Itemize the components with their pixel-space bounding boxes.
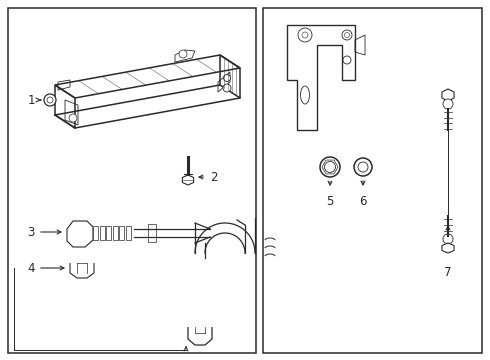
Polygon shape (182, 175, 194, 185)
Circle shape (324, 162, 336, 172)
Circle shape (47, 97, 53, 103)
Circle shape (69, 114, 77, 122)
Text: 5: 5 (326, 195, 334, 208)
Circle shape (44, 94, 56, 106)
Bar (93, 226, 98, 240)
Bar (99, 226, 104, 240)
Polygon shape (442, 89, 454, 101)
Circle shape (223, 75, 230, 81)
Circle shape (179, 50, 187, 58)
Circle shape (354, 158, 372, 176)
Bar (113, 226, 118, 240)
Circle shape (343, 56, 351, 64)
Circle shape (298, 28, 312, 42)
Text: 4: 4 (27, 261, 35, 274)
Text: 3: 3 (27, 225, 35, 239)
Circle shape (223, 84, 231, 92)
Circle shape (443, 99, 453, 109)
Text: 1: 1 (27, 94, 35, 107)
Text: 6: 6 (359, 195, 367, 208)
Circle shape (443, 234, 453, 244)
Polygon shape (442, 243, 454, 253)
Circle shape (358, 162, 368, 172)
Ellipse shape (300, 86, 310, 104)
Circle shape (320, 157, 340, 177)
Text: 2: 2 (210, 171, 218, 184)
Polygon shape (67, 221, 93, 247)
Bar (125, 226, 130, 240)
Bar (106, 226, 111, 240)
Text: 7: 7 (444, 266, 452, 279)
Circle shape (302, 32, 308, 38)
Polygon shape (188, 327, 212, 345)
Bar (8, 8, 256, 353)
Circle shape (344, 32, 349, 37)
Bar (119, 226, 124, 240)
Bar (148, 224, 156, 242)
Bar (263, 8, 482, 353)
Circle shape (342, 30, 352, 40)
